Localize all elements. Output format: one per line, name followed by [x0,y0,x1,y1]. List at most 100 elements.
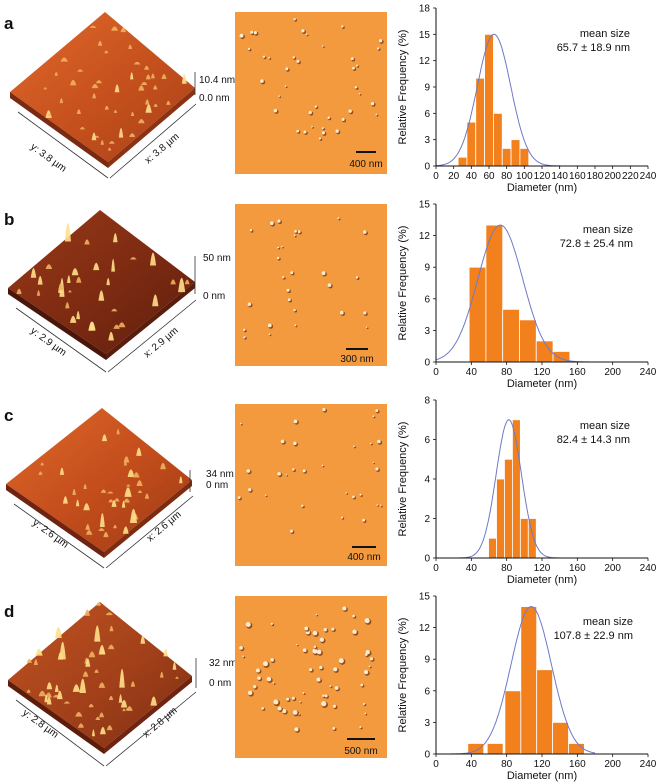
afm-particle [270,221,274,226]
surface-peak [170,279,176,285]
afm-particle-shadow [359,93,362,96]
surface-peak [54,684,59,693]
afm-particle [285,474,288,476]
surface-peak [88,321,95,331]
afm-particle [321,131,325,135]
afm-particle [299,701,301,703]
surface-peak [98,528,105,532]
x-tick-label: 200 [604,563,621,574]
surface-peak [107,491,114,494]
afm-particle [365,326,368,328]
y-tick-label: 15 [419,200,431,211]
y-tick-label: 6 [424,294,430,305]
afm-particle-shadow [346,493,349,495]
surface-peak [99,726,106,735]
y-tick-label: 6 [424,435,430,446]
surface-peaks [43,25,187,151]
y-tick-label: 8 [424,396,430,407]
surface-peak [85,523,90,530]
surface-peak [35,648,43,656]
surface-edge-right [104,480,192,558]
afm-particle [321,271,326,276]
afm-particle [246,469,251,473]
surface-peak [69,79,77,86]
surface-peak [69,315,77,323]
afm-particle [312,648,318,654]
z-top-label: 10.4 nm [199,75,235,86]
surface-peak [122,526,129,534]
surface-peak [138,85,145,91]
afm-particle [363,311,367,315]
afm-particle [341,516,343,519]
afm-particle [313,645,317,649]
surface-peak [161,74,167,79]
panel-d: d 32 nm 0 nm y: 2.8 µm x: 2.8 µm 500 nm … [0,588,660,784]
afm-particle [293,441,297,446]
histogram-bar [552,721,569,755]
x-tick-label: 240 [640,563,657,574]
x-tick-label: 240 [640,171,657,182]
y-tick-label: 0 [424,358,430,369]
y-axis-title: Relative Frequency (%) [397,422,409,537]
afm-image-canvas: 400 nm [235,404,387,566]
surface-peak [153,85,158,90]
surface-peak [120,27,127,33]
afm-particle [273,699,279,705]
surface-peak [85,530,93,535]
afm-particle [256,668,260,673]
afm-particle [245,622,251,628]
afm-particle-shadow [282,246,284,249]
surface-peak [94,669,99,673]
x-axis [109,103,197,179]
afm-particle-shadow [300,701,303,704]
surface-peak [76,276,82,283]
afm-particle [270,658,274,662]
afm-particle [304,626,309,631]
surface-peak [98,290,105,301]
surface-peak [83,483,87,490]
afm-particle [276,256,280,260]
surface-peak [62,496,68,504]
surface-peak [108,331,114,341]
surface-peak [65,302,70,309]
surface-peak [68,290,72,293]
surface-peak [136,447,142,456]
z-bottom-label: 0 nm [206,480,228,491]
surface-peak [98,682,106,688]
y-tick-label: 12 [419,56,431,67]
x-tick-label: 120 [534,759,551,770]
surface-peak [179,476,183,484]
surface-peak [175,676,179,679]
surface-peak [91,132,97,141]
histogram-bar [519,319,537,363]
surface-peak [178,277,186,293]
surface-peak [38,471,43,475]
y-axis [13,503,105,569]
afm-particle [365,649,370,655]
afm-particle [239,33,244,38]
surface-peak [104,105,109,110]
surface-peak [85,658,91,667]
histogram-bar [501,148,512,167]
afm-particle [355,86,358,89]
annotation-line1: mean size [583,224,633,236]
y-axis [15,307,107,373]
y-axis-title: Relative Frequency (%) [397,226,409,341]
surface-peak [163,648,169,657]
y-tick-label: 0 [424,750,430,761]
afm-particle [250,30,254,34]
afm-particle [379,504,382,507]
afm-particle [315,613,317,616]
surface-peak [184,279,190,285]
surface-peak [77,723,84,728]
surface-peak [123,456,130,463]
afm-particle [341,25,344,28]
histogram-bar [493,112,503,167]
afm-3d-surface: 50 nm 0 nm y: 2.9 µm x: 2.9 µm [8,210,231,373]
surface-peak [37,275,43,285]
surface-peak [77,69,84,72]
afm-particle [377,439,381,444]
afm-particle [352,495,355,499]
panel-label: c [4,406,14,425]
x-axis-label: x: 3.8 µm [143,131,182,166]
